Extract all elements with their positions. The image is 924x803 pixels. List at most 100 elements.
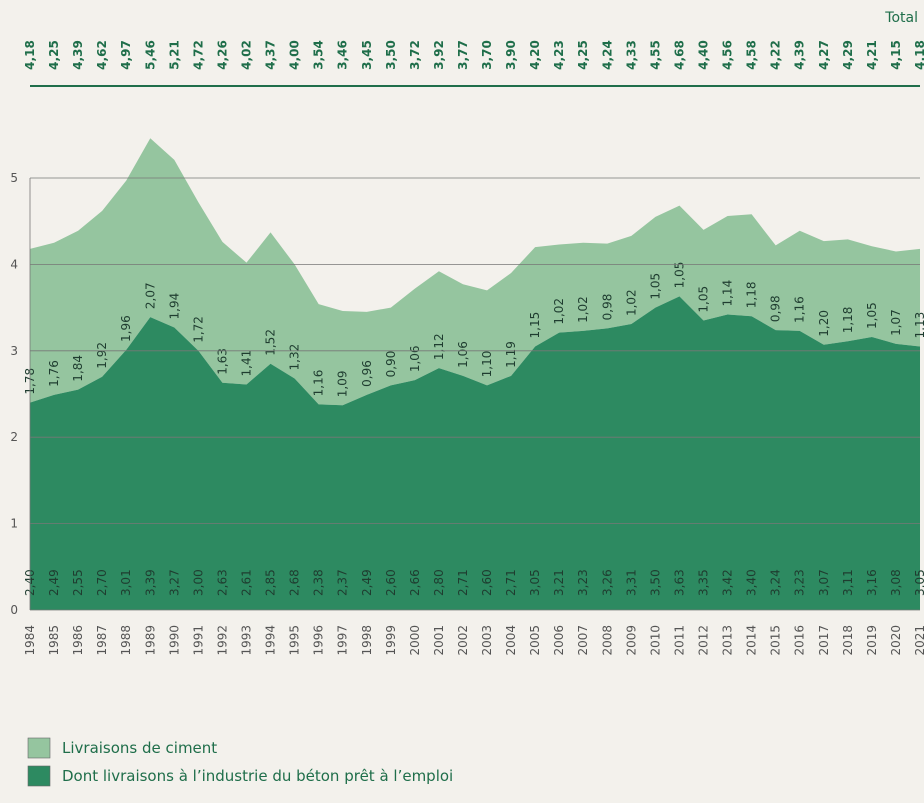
value-label: 1,02 bbox=[624, 289, 638, 316]
total-label: 4,23 bbox=[552, 40, 566, 70]
value-label: 2,38 bbox=[312, 569, 326, 596]
total-label: 3,70 bbox=[480, 40, 494, 70]
value-label: 0,96 bbox=[360, 360, 374, 387]
value-label: 1,15 bbox=[528, 312, 542, 339]
x-tick-label: 2009 bbox=[624, 625, 638, 656]
value-label: 2,49 bbox=[360, 569, 374, 596]
value-label: 2,71 bbox=[456, 569, 470, 596]
x-tick-label: 2018 bbox=[841, 625, 855, 656]
total-label: 4,02 bbox=[239, 40, 253, 70]
y-tick-label: 4 bbox=[10, 257, 18, 271]
x-tick-label: 1999 bbox=[384, 625, 398, 656]
value-label: 1,96 bbox=[119, 315, 133, 342]
y-tick-label: 0 bbox=[10, 603, 18, 617]
x-tick-label: 2011 bbox=[672, 625, 686, 656]
x-tick-label: 2010 bbox=[648, 625, 662, 656]
x-tick-label: 1990 bbox=[167, 625, 181, 656]
value-label: 1,06 bbox=[456, 341, 470, 368]
value-label: 1,02 bbox=[576, 296, 590, 323]
value-label: 3,24 bbox=[769, 569, 783, 596]
value-label: 2,37 bbox=[336, 569, 350, 596]
x-tick-label: 1991 bbox=[191, 625, 205, 656]
value-label: 1,06 bbox=[408, 345, 422, 372]
area-beton bbox=[30, 296, 920, 610]
value-label: 1,76 bbox=[47, 360, 61, 387]
total-label: 4,00 bbox=[288, 40, 302, 70]
x-tick-label: 2006 bbox=[552, 625, 566, 656]
value-label: 3,05 bbox=[913, 569, 924, 596]
value-label: 2,07 bbox=[143, 282, 157, 309]
value-label: 1,13 bbox=[913, 312, 924, 339]
total-label: 4,33 bbox=[624, 40, 638, 70]
total-label: 3,90 bbox=[504, 40, 518, 70]
total-label: 4,18 bbox=[913, 40, 924, 70]
legend-swatch bbox=[27, 765, 51, 787]
total-label: 4,25 bbox=[47, 40, 61, 70]
value-label: 1,05 bbox=[697, 286, 711, 313]
value-label: 3,39 bbox=[143, 569, 157, 596]
value-label: 1,10 bbox=[480, 351, 494, 378]
x-tick-label: 2013 bbox=[721, 625, 735, 656]
value-label: 1,12 bbox=[432, 333, 446, 360]
x-tick-label: 1989 bbox=[143, 625, 157, 656]
x-tick-label: 1992 bbox=[215, 625, 229, 656]
value-label: 1,63 bbox=[215, 348, 229, 375]
value-label: 2,60 bbox=[384, 569, 398, 596]
total-label: 4,97 bbox=[119, 40, 133, 70]
total-label: 3,72 bbox=[408, 40, 422, 70]
value-label: 1,84 bbox=[71, 355, 85, 382]
x-tick-label: 2003 bbox=[480, 625, 494, 656]
total-label: 5,21 bbox=[167, 40, 181, 70]
x-tick-label: 1996 bbox=[312, 625, 326, 656]
total-header: Total bbox=[884, 10, 918, 26]
total-label: 5,46 bbox=[143, 40, 157, 70]
value-label: 1,94 bbox=[167, 293, 181, 320]
total-label: 3,45 bbox=[360, 40, 374, 70]
value-label: 3,21 bbox=[552, 569, 566, 596]
value-label: 1,14 bbox=[721, 280, 735, 307]
value-label: 1,32 bbox=[288, 344, 302, 371]
total-label: 4,26 bbox=[215, 40, 229, 70]
total-label: 4,55 bbox=[648, 40, 662, 70]
value-label: 1,18 bbox=[745, 282, 759, 309]
total-label: 4,24 bbox=[600, 40, 614, 70]
value-label: 2,55 bbox=[71, 569, 85, 596]
x-tick-label: 2012 bbox=[697, 625, 711, 656]
value-label: 1,05 bbox=[672, 262, 686, 289]
total-label: 3,50 bbox=[384, 40, 398, 70]
value-label: 1,20 bbox=[817, 310, 831, 337]
value-label: 2,85 bbox=[264, 569, 278, 596]
total-label: 4,18 bbox=[23, 40, 37, 70]
value-label: 3,35 bbox=[697, 569, 711, 596]
value-label: 1,05 bbox=[648, 273, 662, 300]
value-label: 3,23 bbox=[793, 569, 807, 596]
x-tick-label: 2004 bbox=[504, 625, 518, 656]
total-label: 4,20 bbox=[528, 40, 542, 70]
total-label: 4,27 bbox=[817, 40, 831, 70]
x-tick-label: 2002 bbox=[456, 625, 470, 656]
x-tick-label: 1984 bbox=[23, 625, 37, 656]
total-label: 3,54 bbox=[312, 40, 326, 70]
value-label: 3,05 bbox=[528, 569, 542, 596]
value-label: 1,16 bbox=[793, 296, 807, 323]
value-label: 1,18 bbox=[841, 307, 855, 334]
value-label: 3,07 bbox=[817, 569, 831, 596]
x-tick-label: 2016 bbox=[793, 625, 807, 656]
x-tick-label: 2008 bbox=[600, 625, 614, 656]
y-tick-label: 2 bbox=[10, 430, 18, 444]
total-label: 4,37 bbox=[264, 40, 278, 70]
total-label: 3,77 bbox=[456, 40, 470, 70]
value-label: 3,16 bbox=[865, 569, 879, 596]
value-label: 3,26 bbox=[600, 569, 614, 596]
total-label: 4,15 bbox=[889, 40, 903, 70]
total-label: 4,39 bbox=[71, 40, 85, 70]
y-tick-label: 5 bbox=[10, 171, 18, 185]
value-label: 3,01 bbox=[119, 569, 133, 596]
x-tick-label: 1995 bbox=[288, 625, 302, 656]
y-tick-label: 3 bbox=[10, 344, 18, 358]
value-label: 2,60 bbox=[480, 569, 494, 596]
value-label: 3,42 bbox=[721, 569, 735, 596]
value-label: 0,98 bbox=[600, 294, 614, 321]
total-label: 4,72 bbox=[191, 40, 205, 70]
